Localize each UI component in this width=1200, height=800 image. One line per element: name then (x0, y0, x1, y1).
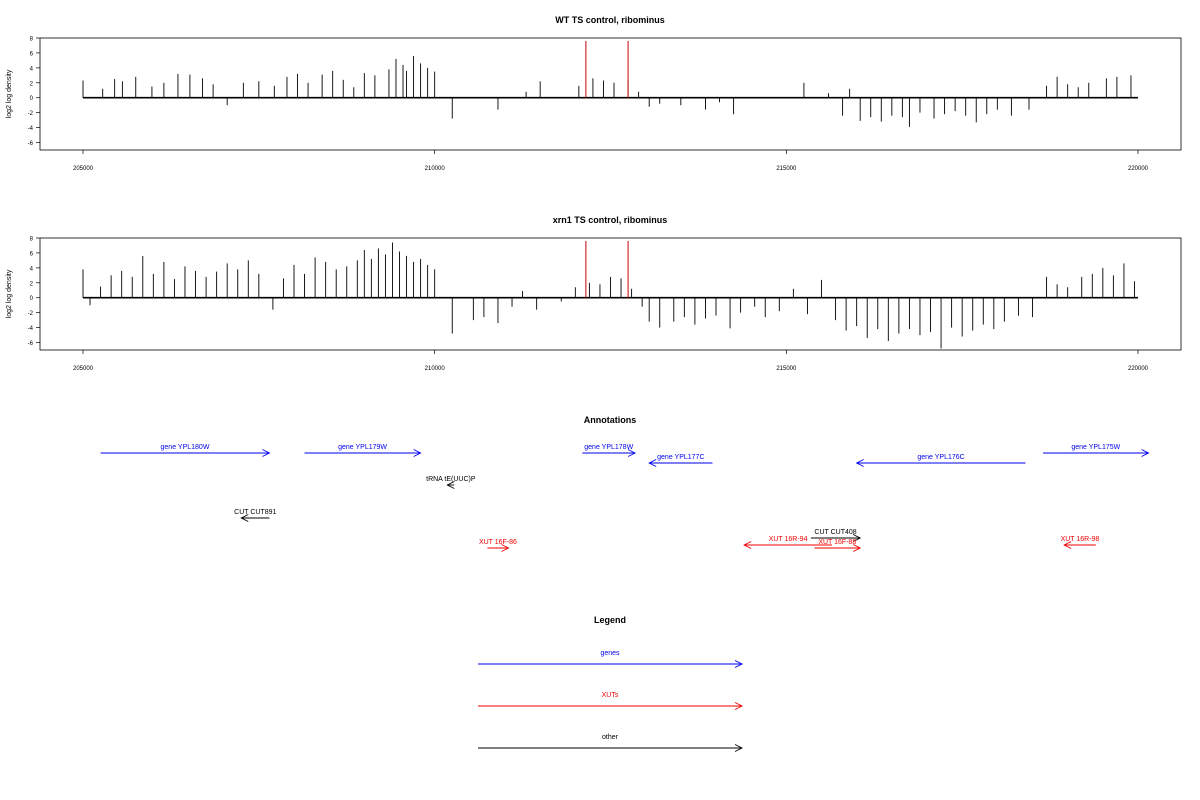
y-tick-label: 2 (30, 281, 34, 287)
arrow-head (1141, 449, 1150, 457)
annotation-label: gene YPL175W (1071, 444, 1120, 451)
annotation-feature: CUT CUT408 (810, 529, 862, 542)
annotation-feature: gene YPL180W (100, 444, 271, 457)
arrow-head (855, 459, 864, 467)
x-tick-label: 220000 (1128, 166, 1149, 172)
annotation-label: gene YPL180W (161, 444, 210, 451)
y-tick-label: -6 (28, 341, 34, 347)
legend-item: genes (478, 650, 744, 668)
y-tick-label: 8 (30, 237, 34, 243)
coverage-bars (82, 240, 1138, 349)
y-tick-label: 0 (30, 96, 34, 102)
axis-ticks: -6 -4 -2 0 2 4 6 8 205000 210000 215000 220000 (28, 37, 1149, 173)
arrow-head (852, 534, 862, 542)
y-tick-label: -2 (28, 111, 34, 117)
annotation-feature: XUT 16F-86 (479, 539, 517, 552)
annotation-track: gene YPL180W gene YPL179W gene YPL178W gene… (100, 444, 1150, 552)
annotation-feature: XUT 16R-98 (1061, 536, 1100, 549)
coverage-bars (82, 40, 1138, 127)
annotation-feature: CUT CUT891 (234, 509, 277, 522)
xrn1-coverage-panel: xrn1 TS control, ribominus log2 log dens… (6, 215, 1182, 373)
x-tick-label: 220000 (1128, 366, 1149, 372)
arrow-head (413, 449, 422, 457)
arrow-head (743, 541, 752, 549)
arrow-head (240, 514, 249, 522)
y-tick-label: -6 (28, 141, 34, 147)
plot-frame (39, 237, 1182, 351)
x-tick-label: 210000 (425, 166, 446, 172)
y-axis-label: log2 log density (6, 269, 13, 318)
annotation-feature: XUT 16R-94 (743, 536, 833, 549)
annotation-label: gene YPL176C (917, 454, 964, 461)
annotation-feature: gene YPL175W (1043, 444, 1150, 457)
legend: genes XUTs other (478, 650, 744, 752)
y-tick-label: -2 (28, 311, 34, 317)
y-tick-label: -4 (28, 126, 34, 132)
arrow-head (734, 702, 744, 710)
wt-coverage-panel: WT TS control, ribominus log2 log densit… (6, 15, 1182, 173)
legend-title: Legend (594, 615, 626, 625)
x-tick-label: 215000 (776, 366, 797, 372)
arrow-head (1063, 541, 1072, 549)
annotation-label: tRNA tE(UUC)P (426, 476, 476, 483)
arrow-head (262, 449, 271, 457)
annotation-label: XUT 16R-94 (769, 536, 808, 543)
annotation-label: CUT CUT891 (234, 509, 276, 516)
y-tick-label: 8 (30, 37, 34, 43)
annotation-label: XUT 16F-88 (818, 539, 856, 546)
axis-ticks: -6 -4 -2 0 2 4 6 8 205000 210000 215000 220000 (28, 237, 1149, 373)
x-tick-label: 205000 (73, 366, 94, 372)
annotation-label: CUT CUT408 (814, 529, 856, 536)
arrow-head (446, 481, 455, 489)
y-tick-label: 4 (30, 66, 34, 72)
y-tick-label: 0 (30, 296, 34, 302)
panel-title: WT TS control, ribominus (555, 15, 665, 25)
annotation-label: gene YPL179W (338, 444, 387, 451)
annotation-feature: gene YPL177C (648, 454, 713, 467)
legend-label: other (602, 734, 619, 741)
annotations-title: Annotations (584, 415, 637, 425)
panel-title: xrn1 TS control, ribominus (553, 215, 668, 225)
annotation-feature: tRNA tE(UUC)P (426, 476, 476, 489)
y-axis-label: log2 log density (6, 69, 13, 118)
x-tick-label: 215000 (776, 166, 797, 172)
annotation-label: XUT 16F-86 (479, 539, 517, 546)
arrow-head (734, 660, 744, 668)
y-tick-label: 4 (30, 266, 34, 272)
annotation-label: gene YPL177C (657, 454, 704, 461)
arrow-head (501, 544, 510, 552)
arrow-head (648, 459, 657, 467)
legend-item: XUTs (478, 692, 744, 710)
annotation-label: XUT 16R-98 (1061, 536, 1100, 543)
plot-frame (39, 37, 1182, 151)
arrow-head (734, 744, 744, 752)
arrow-head (627, 449, 637, 457)
y-tick-label: 6 (30, 251, 34, 257)
x-tick-label: 210000 (425, 366, 446, 372)
legend-label: genes (600, 650, 620, 657)
annotation-feature: XUT 16F-88 (814, 539, 862, 552)
legend-item: other (478, 734, 744, 752)
y-tick-label: 2 (30, 81, 34, 87)
y-tick-label: 6 (30, 51, 34, 57)
y-tick-label: -4 (28, 326, 34, 332)
x-tick-label: 205000 (73, 166, 94, 172)
annotation-feature: gene YPL178W (582, 444, 637, 457)
annotation-label: gene YPL178W (584, 444, 633, 451)
legend-label: XUTs (602, 692, 619, 699)
arrow-head (852, 544, 862, 552)
annotation-feature: gene YPL176C (855, 454, 1026, 467)
annotation-feature: gene YPL179W (304, 444, 422, 457)
